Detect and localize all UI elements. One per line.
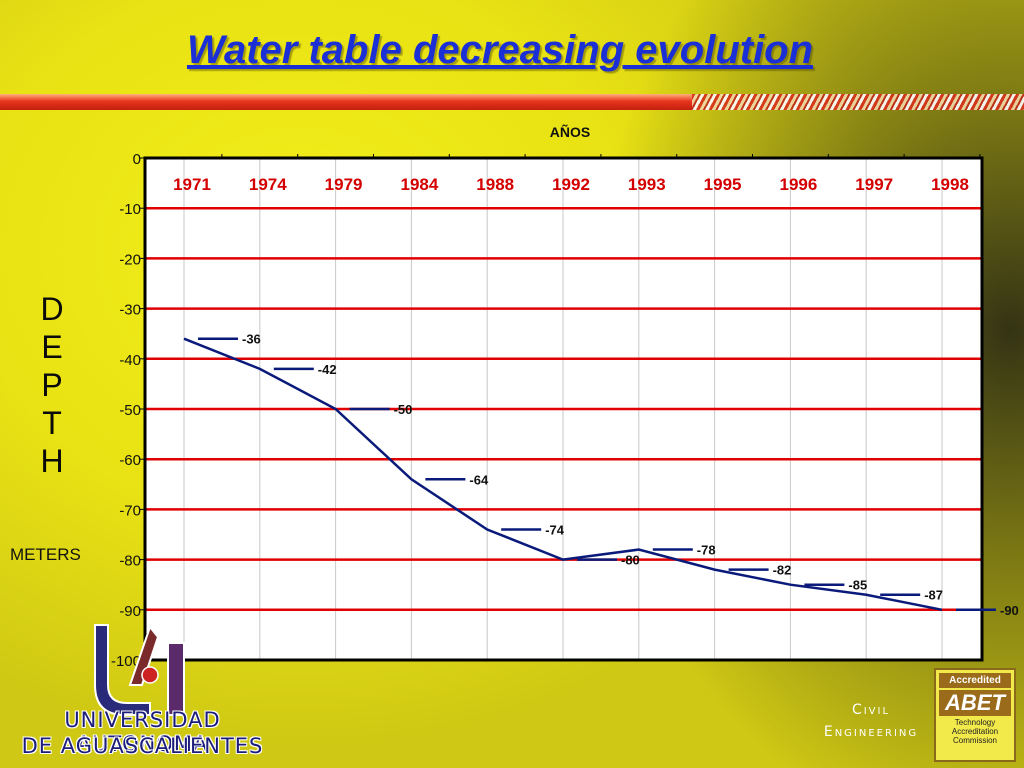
depth-letter: E: [41, 329, 63, 365]
y-tick-label: -70: [119, 502, 141, 519]
data-label: -74: [545, 522, 565, 537]
y-tick-label: -20: [119, 251, 141, 268]
x-category-label: 1984: [400, 175, 438, 194]
abet-logo-mark: ABET: [939, 690, 1011, 716]
y-tick-label: -100: [111, 653, 141, 670]
y-tick-label: 0: [133, 151, 141, 168]
y-tick-label: -50: [119, 402, 141, 419]
depth-letter: H: [40, 443, 64, 479]
abet-line: Accreditation: [951, 727, 999, 736]
data-label: -80: [621, 553, 640, 568]
x-category-label: 1971: [173, 175, 211, 194]
x-category-label: 1974: [249, 175, 287, 194]
abet-line: Technology: [954, 718, 996, 727]
y-tick-label: -80: [119, 553, 141, 570]
title-underline-bar: [0, 94, 695, 110]
abet-commission-text: Technology Accreditation Commission: [938, 718, 1012, 745]
abet-badge: Accredited ABET Technology Accreditation…: [934, 668, 1016, 762]
plot-border: [143, 156, 984, 662]
y-tick-label: -10: [119, 201, 141, 218]
abet-line: Commission: [952, 736, 997, 745]
x-category-label: 1997: [855, 175, 893, 194]
x-category-label: 1998: [931, 175, 969, 194]
y-tick-label: -40: [119, 352, 141, 369]
depth-vertical-label: D E P T H: [32, 290, 72, 480]
department-line2: Engineering: [823, 724, 919, 740]
depth-letter: P: [41, 367, 63, 403]
slide-title: Water table decreasing evolution: [186, 28, 814, 72]
y-tick-label: -30: [119, 302, 141, 319]
series-line: [183, 337, 943, 612]
y-tick-label: -60: [119, 452, 141, 469]
title-underline-hatch: [692, 94, 1024, 110]
x-category-label: 1995: [704, 175, 742, 194]
university-name-line1: UNIVERSIDAD AUTONOMA: [64, 708, 221, 756]
data-label: -36: [242, 332, 261, 347]
data-label: -50: [394, 402, 413, 417]
data-label: -78: [697, 543, 716, 558]
x-category-label: 1996: [779, 175, 817, 194]
university-logo-icon: [94, 624, 185, 716]
depth-letter: D: [40, 291, 64, 327]
data-label: -42: [318, 362, 337, 377]
x-category-label: 1988: [476, 175, 514, 194]
x-category-label: 1992: [552, 175, 590, 194]
y-tick-label: -90: [119, 603, 141, 620]
depth-letter: T: [42, 405, 62, 441]
department-line1: Civil: [851, 702, 891, 718]
abet-accredited-label: Accredited: [939, 673, 1011, 688]
data-label: -82: [773, 563, 792, 578]
data-label: -90: [1000, 603, 1019, 618]
university-name-line2: DE AGUASCALIENTES: [21, 734, 264, 758]
data-label: -85: [848, 578, 867, 593]
data-label: -64: [469, 472, 489, 487]
units-label: METERS: [10, 545, 81, 564]
data-label: -87: [924, 588, 943, 603]
x-category-label: 1993: [628, 175, 666, 194]
x-category-label: 1979: [325, 175, 363, 194]
x-axis-title: AÑOS: [549, 124, 591, 140]
